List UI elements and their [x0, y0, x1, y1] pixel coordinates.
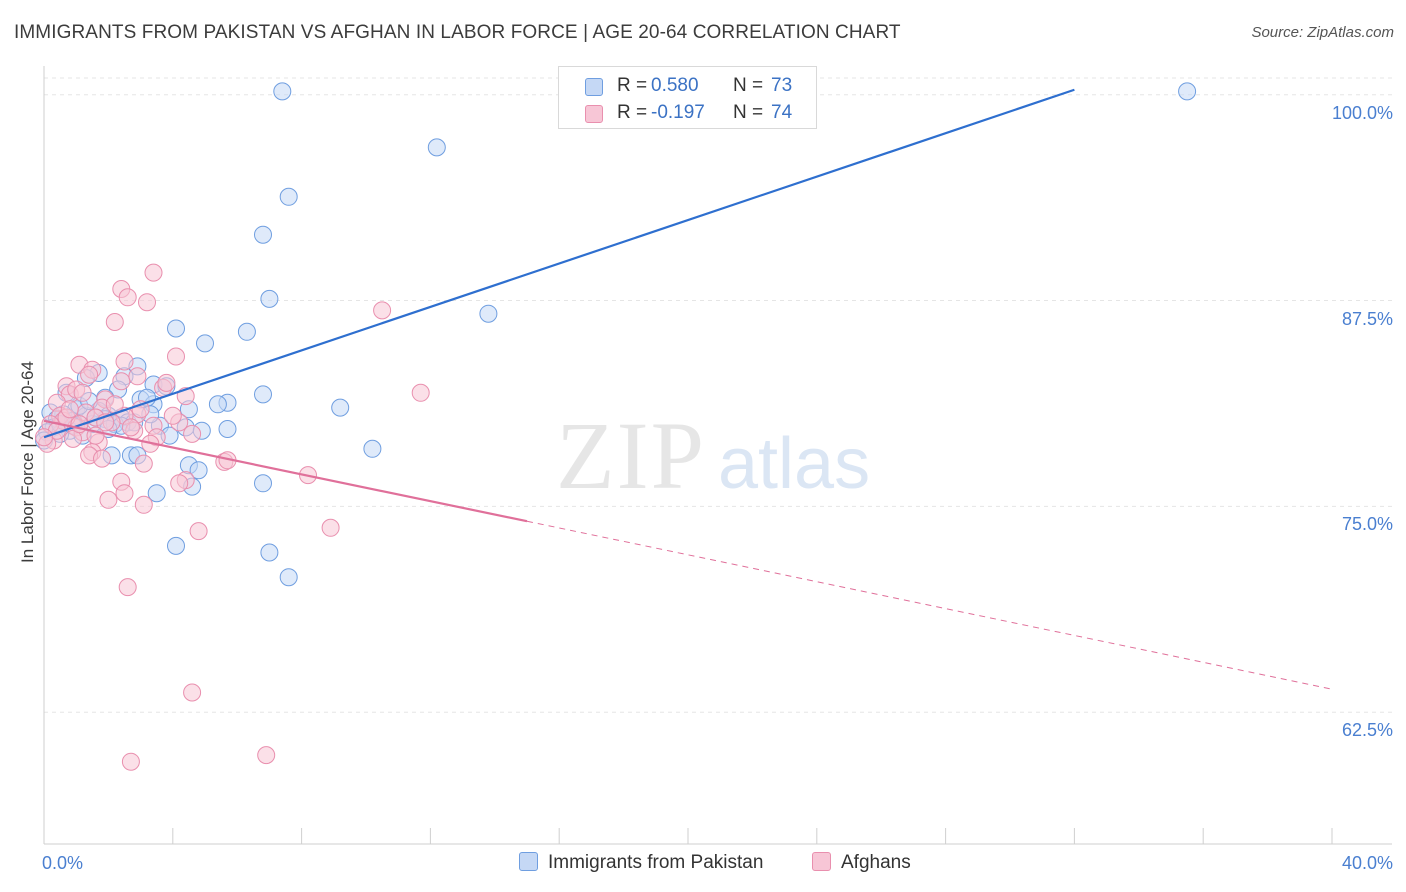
point-afghans — [118, 578, 137, 597]
y-tick-label: 87.5% — [1341, 308, 1393, 329]
point-pakistan — [167, 319, 185, 338]
axes — [43, 66, 1392, 845]
trend-line-pakistan — [43, 88, 1075, 439]
point-afghans — [121, 752, 140, 771]
point-afghans — [183, 683, 202, 702]
point-afghans — [411, 383, 430, 402]
point-afghans — [163, 406, 182, 425]
legend-row-pakistan: R = 0.580 N = 73 — [559, 74, 816, 100]
x-tick-label-max: 40.0% — [1341, 853, 1393, 873]
watermark: ZIP atlas — [556, 402, 870, 509]
watermark-zip: ZIP — [556, 402, 706, 509]
point-afghans — [112, 372, 131, 391]
y-tick-label: 62.5% — [1341, 720, 1393, 741]
point-pakistan — [208, 395, 227, 414]
legend-n-label: N = — [733, 75, 764, 96]
legend-n-value: 73 — [771, 75, 793, 96]
point-pakistan — [260, 543, 279, 562]
point-pakistan — [260, 289, 279, 308]
series-legend-afghans: Afghans — [812, 852, 911, 874]
point-afghans — [138, 293, 156, 312]
legend-swatch-pakistan — [585, 78, 603, 96]
point-pakistan — [279, 568, 298, 587]
point-afghans — [115, 484, 134, 503]
legend-r-label: R = — [617, 75, 648, 96]
legend-swatch-afghans — [585, 105, 603, 123]
point-afghans — [99, 490, 118, 509]
point-afghans — [157, 373, 176, 392]
point-afghans — [80, 365, 99, 384]
point-pakistan — [427, 138, 446, 157]
point-pakistan — [218, 420, 237, 438]
x-tick-label-min: 0.0% — [42, 853, 84, 873]
point-afghans — [144, 263, 163, 282]
point-afghans — [115, 352, 134, 371]
point-pakistan — [189, 461, 208, 480]
point-afghans — [128, 367, 147, 386]
point-pakistan — [237, 322, 256, 341]
point-pakistan — [279, 187, 298, 206]
chart-title: IMMIGRANTS FROM PAKISTAN VS AFGHAN IN LA… — [14, 22, 901, 43]
trend-line-afghans-extrapolated — [526, 520, 1333, 690]
point-pakistan — [254, 225, 272, 244]
point-afghans — [118, 288, 137, 307]
point-pakistan — [273, 82, 292, 101]
point-afghans — [73, 383, 92, 402]
point-afghans — [321, 518, 340, 537]
legend-n-value: 74 — [771, 102, 793, 123]
legend-r-value: 0.580 — [651, 75, 699, 96]
point-pakistan — [254, 385, 272, 404]
point-pakistan — [196, 334, 214, 353]
point-afghans — [189, 522, 208, 541]
point-afghans — [134, 454, 153, 473]
y-tick-label: 75.0% — [1341, 514, 1393, 535]
point-pakistan — [363, 439, 382, 458]
source-label: Source: ZipAtlas.com — [1251, 24, 1394, 41]
trend-line-afghans — [43, 419, 528, 523]
point-afghans — [121, 418, 140, 437]
point-pakistan — [167, 536, 185, 555]
point-afghans — [134, 495, 153, 514]
series-swatch-pakistan — [519, 852, 538, 871]
point-afghans — [170, 474, 189, 493]
data-points — [35, 82, 1197, 771]
point-afghans — [257, 746, 276, 765]
series-label-pakistan: Immigrants from Pakistan — [548, 852, 764, 873]
point-afghans — [93, 449, 111, 468]
point-afghans — [60, 400, 79, 419]
point-afghans — [183, 424, 202, 443]
point-afghans — [105, 313, 124, 331]
legend-r-value: -0.197 — [651, 102, 705, 123]
series-label-afghans: Afghans — [841, 852, 911, 873]
legend-r-label: R = — [617, 102, 648, 123]
watermark-atlas: atlas — [718, 424, 870, 504]
point-afghans — [373, 301, 392, 320]
point-pakistan — [331, 398, 350, 417]
series-swatch-afghans — [812, 852, 831, 871]
correlation-legend: R = 0.580 N = 73 R = -0.197 N = 74 — [558, 66, 817, 129]
series-legend-pakistan: Immigrants from Pakistan — [519, 852, 763, 874]
legend-n-label: N = — [733, 102, 764, 123]
trend-lines — [43, 88, 1333, 690]
legend-row-afghans: R = -0.197 N = 74 — [559, 101, 816, 127]
point-pakistan — [479, 304, 498, 323]
point-afghans — [167, 347, 185, 366]
point-pakistan — [147, 484, 166, 503]
point-pakistan — [254, 474, 272, 493]
gridlines — [44, 77, 1392, 713]
point-pakistan — [1178, 82, 1197, 101]
y-tick-label: 100.0% — [1331, 102, 1393, 123]
